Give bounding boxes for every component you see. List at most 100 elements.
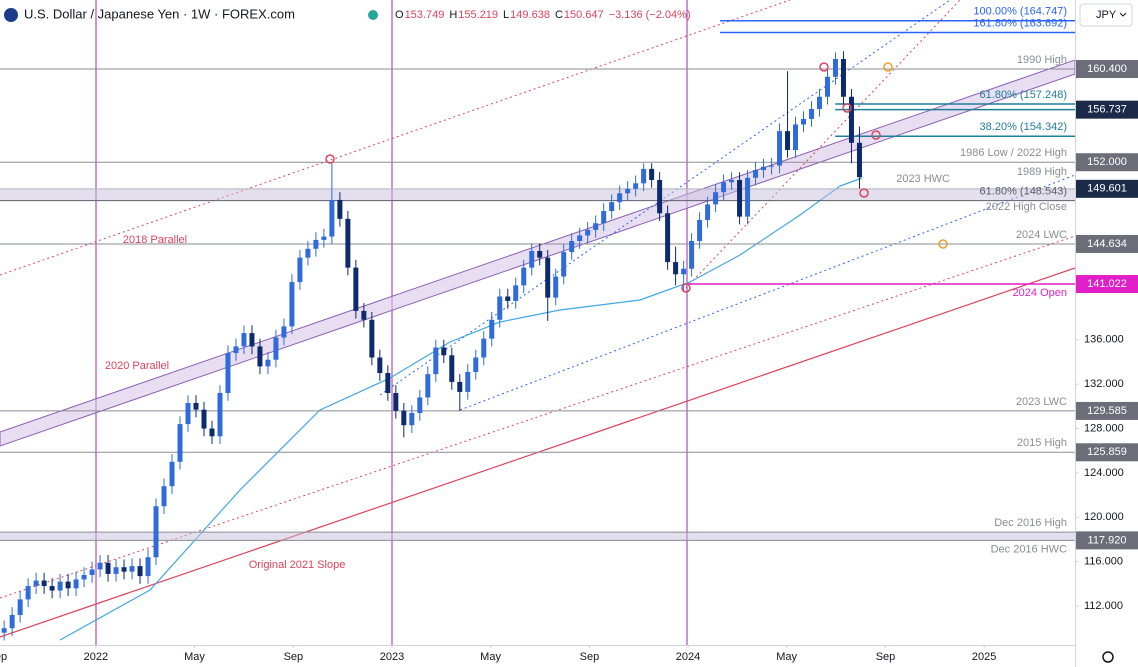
candle-body	[1, 628, 7, 633]
candle-body	[609, 202, 615, 212]
candle-body	[489, 319, 495, 339]
candle-body	[129, 566, 135, 572]
candle-body	[41, 580, 47, 587]
candle-body	[305, 248, 311, 258]
price-box-label: 141.022	[1087, 278, 1127, 290]
candle-body	[337, 199, 343, 219]
candle-body	[697, 219, 703, 242]
candle-body	[848, 96, 854, 143]
level-band	[0, 532, 1075, 541]
level-label: 2015 High	[1017, 437, 1067, 449]
settings-icon[interactable]	[1102, 651, 1114, 663]
level-label: 61.80% (148.543)	[980, 185, 1067, 197]
candle-body	[345, 218, 351, 268]
candle-body	[529, 250, 535, 268]
y-tick-label: 124.000	[1084, 467, 1124, 479]
level-label: Dec 2016 High	[994, 517, 1067, 529]
candle-body	[689, 241, 695, 269]
ohlc-legend: O 153.749 H 155.219 L 149.638 C 150.647 −3.136 (…	[395, 9, 691, 21]
annotation: 2022 High Close	[986, 201, 1067, 213]
ohlc-value: 150.647	[564, 9, 604, 21]
level-label: 1986 Low / 2022 High	[960, 147, 1067, 159]
price-box-label: 152.000	[1087, 156, 1127, 168]
candle-body	[225, 353, 231, 394]
annotation: 2020 Parallel	[105, 360, 169, 372]
x-tick-label: Sep	[0, 651, 7, 663]
y-tick-label: 120.000	[1084, 511, 1124, 523]
pivot-circle	[681, 283, 691, 293]
candle-body	[249, 333, 255, 347]
currency-button[interactable]	[1079, 3, 1133, 27]
candle-body	[57, 581, 63, 591]
candle-body	[593, 223, 599, 230]
candle-body	[385, 373, 391, 394]
x-tick-label: 2023	[380, 651, 404, 663]
marks	[1, 51, 862, 641]
annotation: 2023 HWC	[896, 173, 950, 185]
y-tick-label: 132.000	[1084, 378, 1124, 390]
price-box	[1076, 443, 1138, 462]
candle-body	[753, 169, 759, 178]
x-tick-label: 2022	[84, 651, 108, 663]
candle-body	[73, 579, 79, 589]
candle-body	[161, 486, 167, 507]
candle-body	[473, 357, 479, 372]
candle-body	[553, 276, 559, 298]
y-tick-label: 112.000	[1084, 600, 1123, 612]
ohlc-key: L	[503, 9, 509, 21]
candle-body	[201, 409, 207, 429]
candle-body	[369, 319, 375, 358]
candle-body	[241, 333, 247, 347]
candle-body	[321, 236, 327, 240]
trendline	[685, 0, 961, 289]
candle-body	[9, 614, 15, 629]
candle-body	[513, 285, 519, 301]
candle-body	[361, 310, 367, 320]
candle-body	[785, 131, 791, 151]
candle-body	[832, 59, 838, 77]
price-box	[1076, 401, 1138, 420]
pivot-markers	[325, 62, 948, 293]
candle-body	[313, 239, 319, 249]
candle-body	[497, 296, 503, 320]
candle-body	[801, 118, 807, 125]
ohlc-change: −3.136 (−2.04%)	[609, 9, 691, 21]
candle-body	[625, 188, 631, 194]
pivot-circle	[819, 62, 829, 72]
candle-body	[816, 96, 822, 109]
candle-body	[17, 599, 23, 615]
x-axis: Sep 2022 May Sep 2023 May Sep 2024 May Sep 2025	[0, 645, 996, 663]
level-band	[0, 188, 1075, 201]
level-label: 61.80% (157.248)	[980, 89, 1067, 101]
candle-body	[809, 108, 815, 119]
candle-body	[425, 374, 431, 398]
pivot-circle	[859, 188, 869, 198]
candle-body	[377, 357, 383, 374]
pivot-circle	[325, 154, 335, 164]
level-label: 2024 LWC	[1016, 229, 1067, 241]
candle-body	[777, 131, 783, 166]
candle-body	[681, 268, 687, 275]
level-label: 1990 High	[1017, 54, 1067, 66]
level-label: 38.20% (154.342)	[980, 121, 1067, 133]
candle-body	[417, 397, 423, 413]
pivot-circle	[842, 103, 852, 113]
ohlc-value: 153.749	[405, 9, 445, 21]
candle-body	[633, 183, 639, 189]
candle-body	[561, 252, 567, 277]
candle-body	[353, 267, 359, 311]
price-box-label: 129.585	[1087, 405, 1127, 417]
candle-body	[121, 567, 127, 572]
symbol-title: U.S. Dollar / Japanese Yen · 1W · FOREX.…	[24, 6, 295, 21]
candle-body	[713, 192, 719, 205]
candle-body	[433, 347, 439, 375]
candle-body	[585, 229, 591, 236]
candle-body	[761, 166, 767, 170]
candle-body	[257, 346, 263, 367]
level-label: 2024 Open	[1013, 287, 1067, 299]
y-tick-label: 136.000	[1084, 334, 1124, 346]
candle-body	[393, 393, 399, 411]
candle-body	[289, 282, 295, 327]
y-tick-label: 116.000	[1084, 556, 1123, 568]
